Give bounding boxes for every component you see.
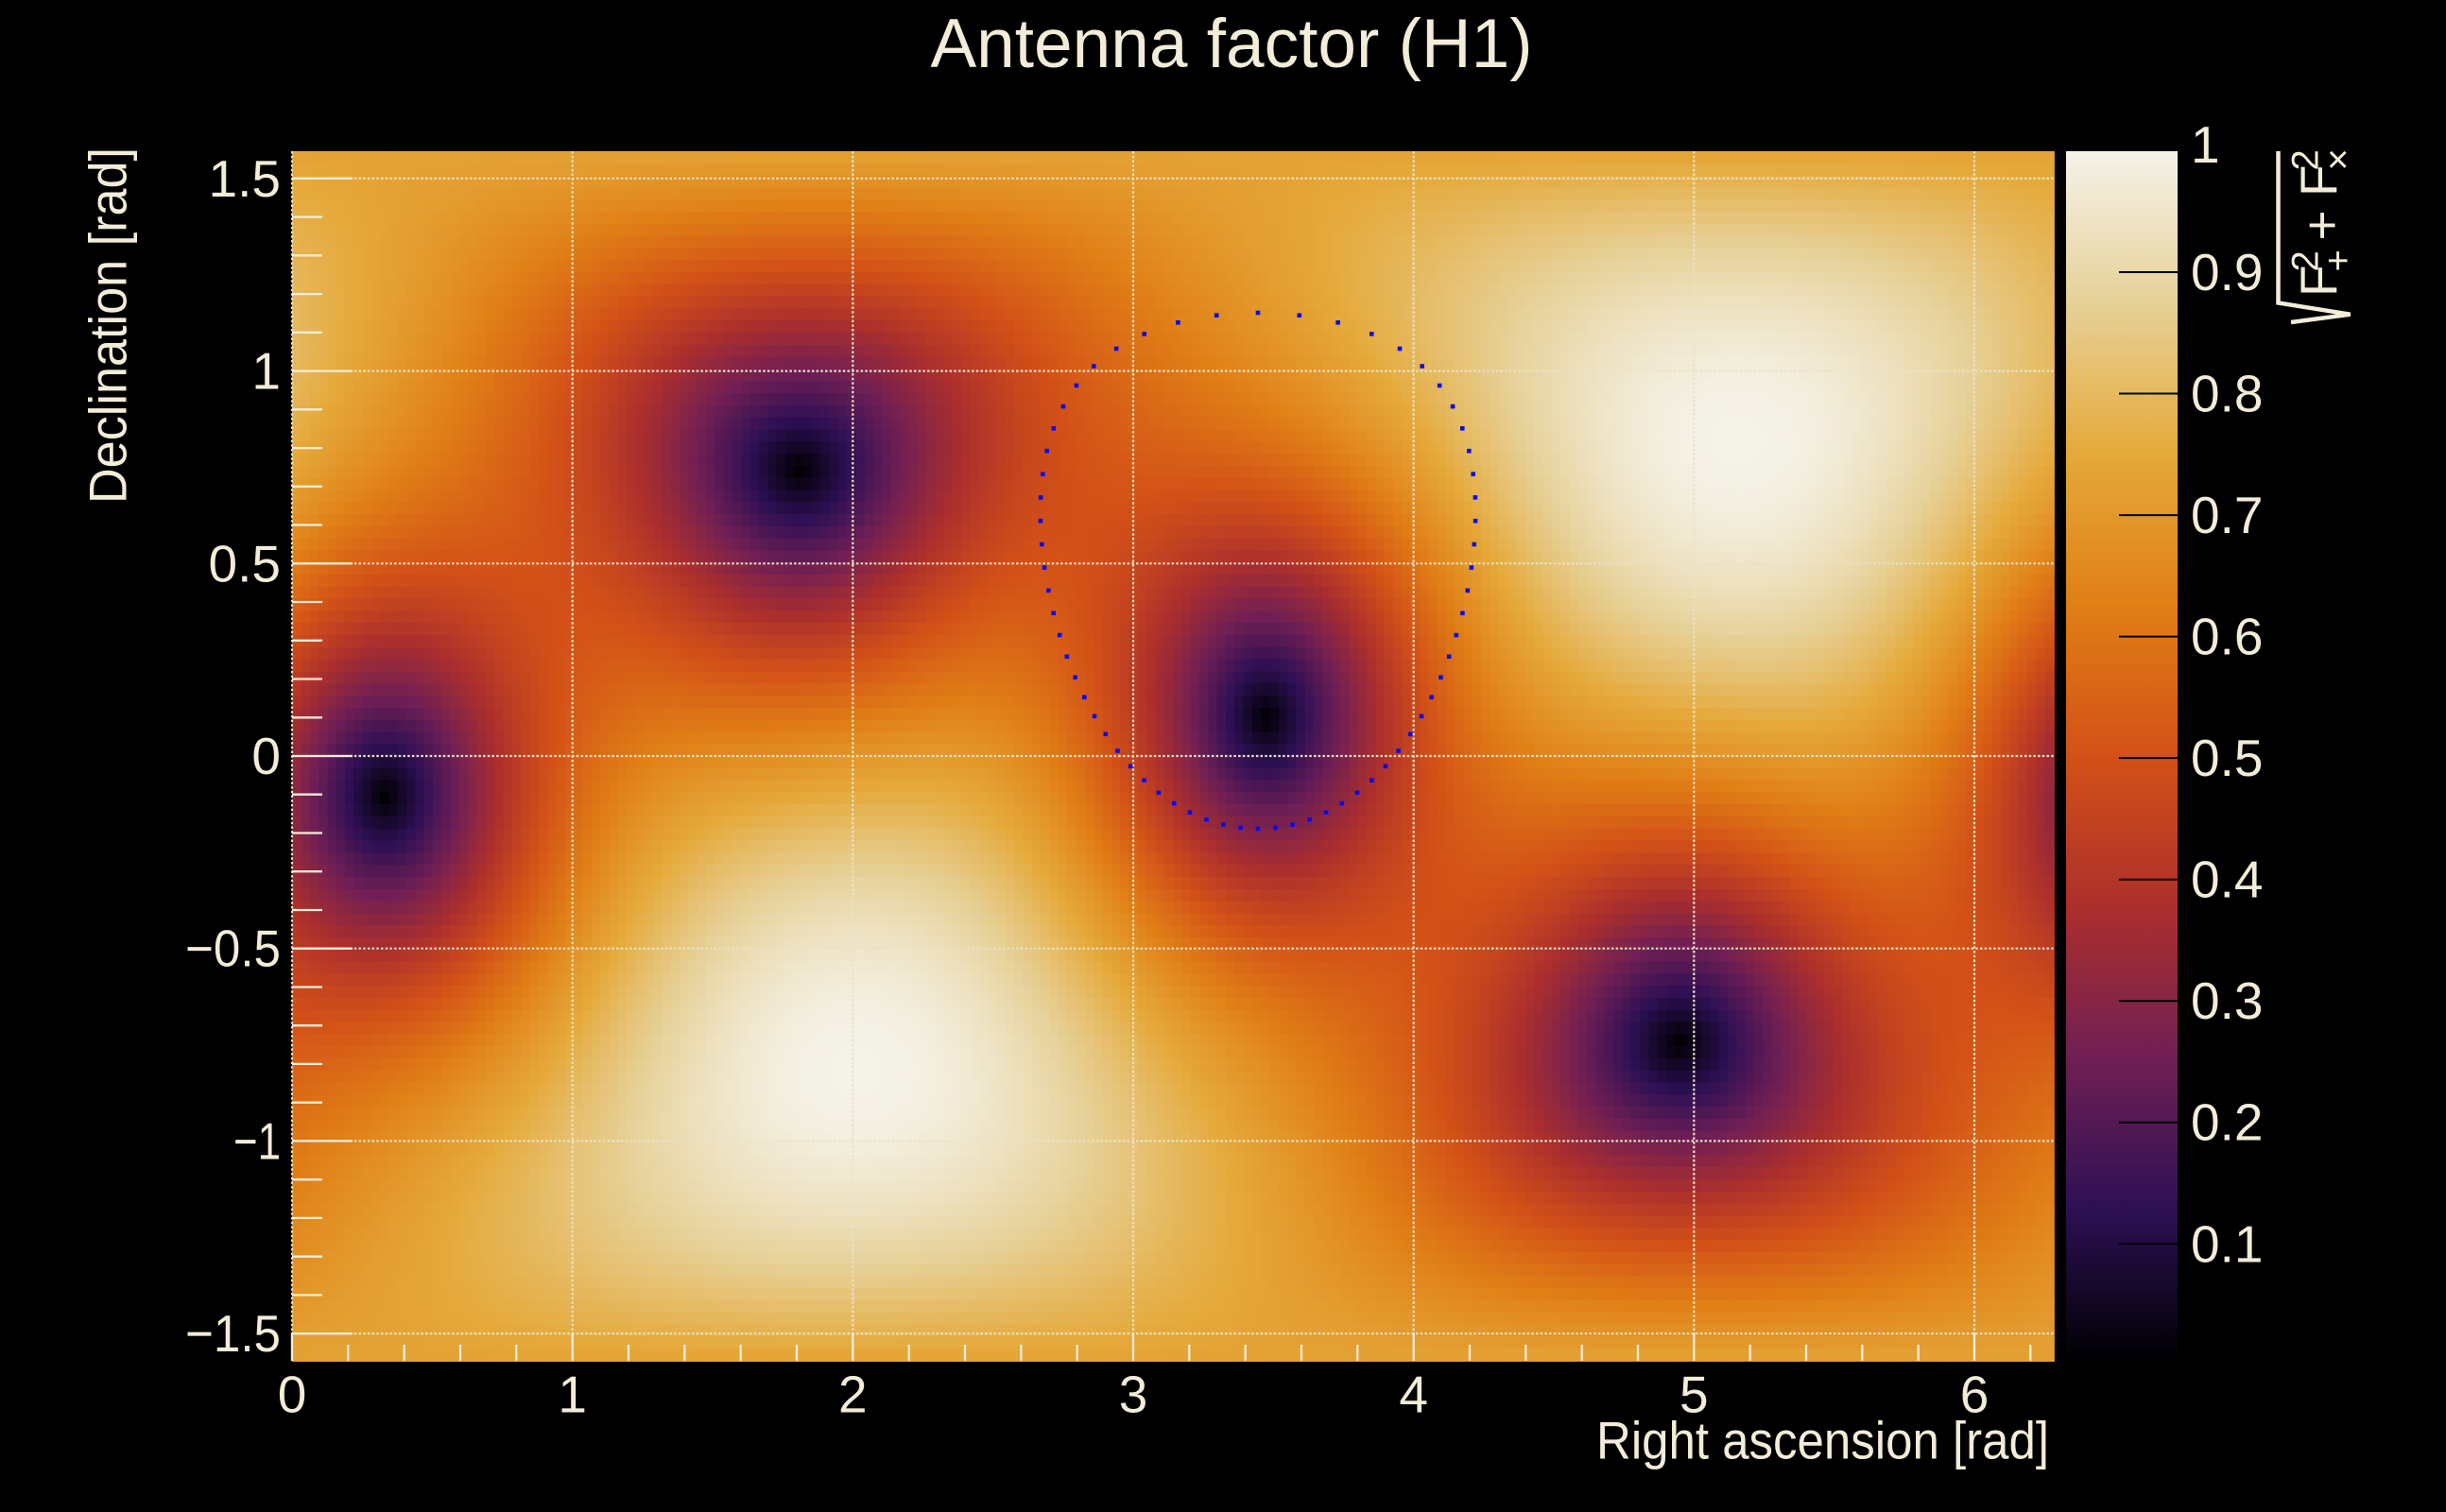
svg-text:0.5: 0.5 (209, 534, 281, 593)
svg-text:0: 0 (278, 1366, 307, 1424)
svg-text:0.2: 0.2 (2191, 1093, 2263, 1152)
svg-text:2: 2 (838, 1366, 868, 1424)
svg-text:−1.5: −1.5 (185, 1304, 281, 1363)
svg-text:1.5: 1.5 (209, 149, 281, 208)
svg-text:0.3: 0.3 (2191, 971, 2263, 1030)
svg-text:×: × (2317, 148, 2359, 170)
svg-text:Declination [rad]: Declination [rad] (78, 147, 138, 504)
svg-text:Right ascension [rad]: Right ascension [rad] (1596, 1411, 2049, 1470)
svg-text:0.6: 0.6 (2191, 608, 2263, 666)
svg-text:1: 1 (251, 342, 281, 401)
svg-text:Antenna factor (H1): Antenna factor (H1) (930, 6, 1532, 82)
svg-text:0.5: 0.5 (2191, 729, 2263, 787)
svg-text:3: 3 (1119, 1366, 1148, 1424)
svg-text:+: + (2317, 249, 2359, 271)
svg-text:0.8: 0.8 (2191, 365, 2263, 423)
svg-text:1: 1 (558, 1366, 587, 1424)
svg-text:4: 4 (1399, 1366, 1428, 1424)
svg-text:0.9: 0.9 (2191, 243, 2263, 301)
svg-text:+: + (2293, 210, 2351, 240)
svg-text:0.4: 0.4 (2191, 850, 2263, 909)
svg-text:0.1: 0.1 (2191, 1214, 2263, 1273)
svg-text:−1: −1 (233, 1111, 281, 1170)
svg-text:−0.5: −0.5 (185, 919, 281, 978)
svg-text:0.7: 0.7 (2191, 486, 2263, 544)
svg-text:0: 0 (251, 727, 281, 785)
svg-text:1: 1 (2191, 115, 2220, 174)
